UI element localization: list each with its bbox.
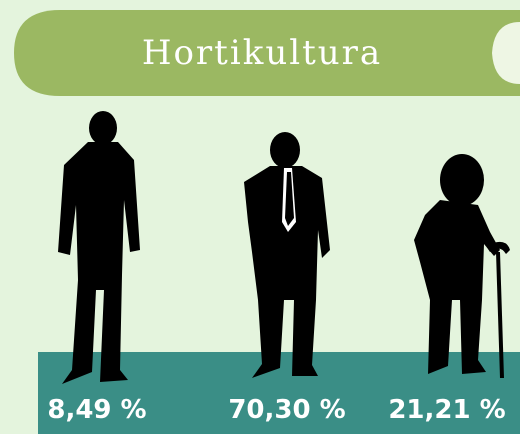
percentage-label: 21,21 % xyxy=(388,395,505,425)
young-person-silhouette xyxy=(58,111,140,384)
adult-person-silhouette xyxy=(244,132,330,378)
title-banner xyxy=(14,10,520,96)
title: Hortikultura xyxy=(142,33,382,73)
elderly-person-silhouette xyxy=(414,154,510,378)
banner-notch xyxy=(492,22,520,84)
percentage-label: 70,30 % xyxy=(228,395,345,425)
percentage-label: 8,49 % xyxy=(47,395,146,425)
